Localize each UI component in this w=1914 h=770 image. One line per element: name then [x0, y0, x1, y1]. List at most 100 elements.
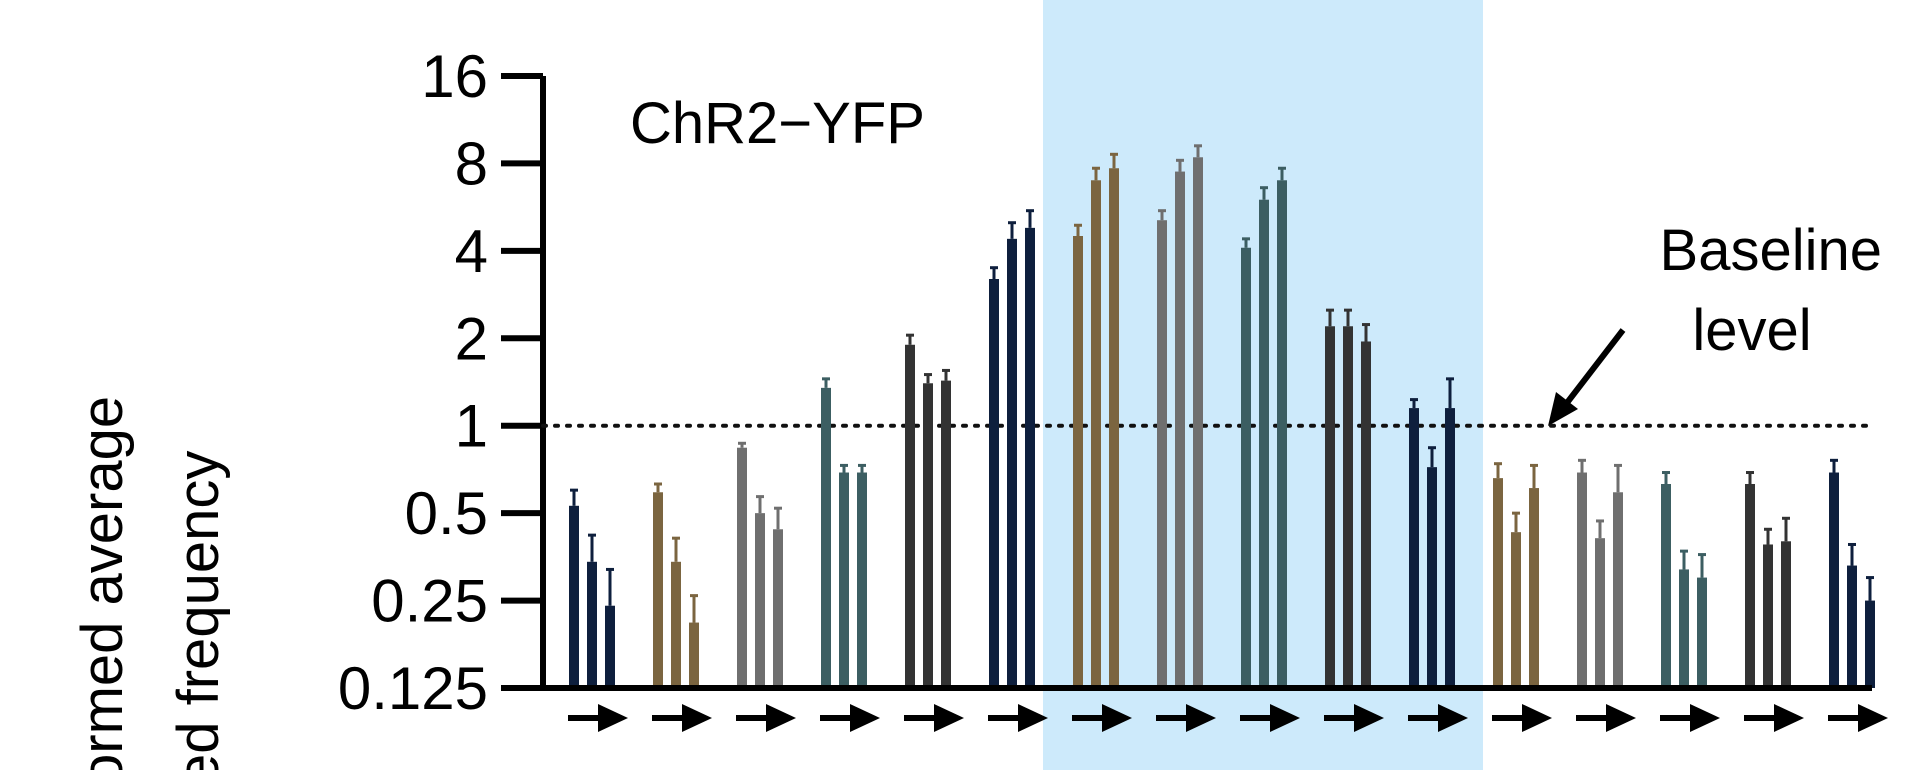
- bar: [1865, 600, 1875, 688]
- bar: [1025, 227, 1035, 689]
- bar: [1259, 199, 1269, 688]
- baseline-arrow-shaft: [1560, 328, 1626, 410]
- right-arrow-icon: [1072, 704, 1132, 732]
- y-tick-label: 2: [455, 305, 488, 372]
- bar-group: [1745, 471, 1791, 688]
- bar: [1445, 408, 1455, 688]
- baseline-label-line-2: level: [1692, 298, 1811, 363]
- bar: [1073, 236, 1083, 688]
- arrow-head: [934, 704, 964, 732]
- arrow-head: [1018, 704, 1048, 732]
- y-tick-label: 0.25: [371, 568, 488, 635]
- bars: [569, 144, 1875, 689]
- bar: [1847, 565, 1857, 688]
- bar: [1661, 483, 1671, 688]
- bar: [1763, 544, 1773, 688]
- bar-group: [569, 488, 615, 688]
- bar-group: [1241, 166, 1287, 689]
- right-arrow-icon: [988, 704, 1048, 732]
- right-arrow-icon: [1156, 704, 1216, 732]
- bar: [773, 529, 783, 688]
- bar-group: [737, 441, 783, 688]
- bar: [755, 513, 765, 688]
- bar: [1829, 472, 1839, 688]
- arrow-head: [1186, 704, 1216, 732]
- bar-group: [1409, 377, 1455, 688]
- x-direction-arrows: [568, 704, 1888, 732]
- baseline-annotation: Baseline level: [1548, 218, 1882, 426]
- y-axis-label: ormed average ed frequency: [70, 396, 231, 770]
- bar-group: [989, 209, 1035, 689]
- bar: [1745, 483, 1755, 688]
- arrow-head: [1438, 704, 1468, 732]
- arrow-head: [766, 704, 796, 732]
- right-arrow-icon: [1828, 704, 1888, 732]
- bar: [689, 622, 699, 688]
- bar-group: [905, 333, 951, 688]
- y-axis-label-line-2: ed frequency: [166, 451, 231, 770]
- bar: [1697, 577, 1707, 688]
- arrow-head: [598, 704, 628, 732]
- bar: [1277, 180, 1287, 689]
- y-tick-label: 0.5: [405, 480, 488, 547]
- bar: [671, 561, 681, 688]
- bar-group: [1493, 462, 1539, 688]
- bar: [1109, 168, 1119, 688]
- bar-group: [653, 482, 699, 688]
- bar-group: [1661, 471, 1707, 688]
- bar: [569, 505, 579, 688]
- bar: [1409, 408, 1419, 688]
- arrow-head: [1606, 704, 1636, 732]
- bar: [923, 383, 933, 688]
- right-arrow-icon: [820, 704, 880, 732]
- arrow-head: [1690, 704, 1720, 732]
- arrow-head: [850, 704, 880, 732]
- right-arrow-icon: [1576, 704, 1636, 732]
- right-arrow-icon: [904, 704, 964, 732]
- y-axis-label-line-1: ormed average: [70, 396, 135, 770]
- right-arrow-icon: [1492, 704, 1552, 732]
- bar: [989, 279, 999, 688]
- bar-group: [1577, 458, 1623, 688]
- right-arrow-icon: [736, 704, 796, 732]
- right-arrow-icon: [568, 704, 628, 732]
- bar: [1529, 488, 1539, 688]
- right-arrow-icon: [1324, 704, 1384, 732]
- bar: [941, 380, 951, 688]
- bar: [1493, 478, 1503, 688]
- y-tick-label: 0.125: [338, 655, 488, 722]
- bar: [1175, 171, 1185, 689]
- y-tick-label: 16: [421, 43, 488, 110]
- arrow-head: [1858, 704, 1888, 732]
- right-arrow-icon: [1744, 704, 1804, 732]
- bar: [1595, 538, 1605, 688]
- arrow-head: [1102, 704, 1132, 732]
- bar-group: [1325, 308, 1371, 688]
- baseline-label-line-1: Baseline: [1660, 218, 1882, 283]
- y-axis: 16 8 4 2 1 0.5 0.25 0.125: [338, 43, 546, 722]
- arrow-head: [682, 704, 712, 732]
- bar: [605, 605, 615, 688]
- bar-group: [1157, 144, 1203, 689]
- y-tick-label: 1: [455, 393, 488, 460]
- right-arrow-icon: [1408, 704, 1468, 732]
- bar-group: [821, 377, 867, 688]
- chart-title: ChR2−YFP: [630, 91, 925, 156]
- bar: [1241, 247, 1251, 688]
- bar: [1007, 238, 1017, 689]
- arrow-head: [1774, 704, 1804, 732]
- bar: [1679, 569, 1689, 688]
- bar: [1361, 341, 1371, 688]
- right-arrow-icon: [1240, 704, 1300, 732]
- bar-group: [1829, 458, 1875, 688]
- baseline-arrow-head: [1548, 392, 1578, 426]
- right-arrow-icon: [652, 704, 712, 732]
- bar: [905, 344, 915, 688]
- bar: [857, 472, 867, 688]
- bar: [1427, 467, 1437, 688]
- bar: [737, 447, 747, 688]
- y-tick-label: 8: [455, 130, 488, 197]
- bar: [1511, 532, 1521, 688]
- y-tick-label: 4: [455, 218, 488, 285]
